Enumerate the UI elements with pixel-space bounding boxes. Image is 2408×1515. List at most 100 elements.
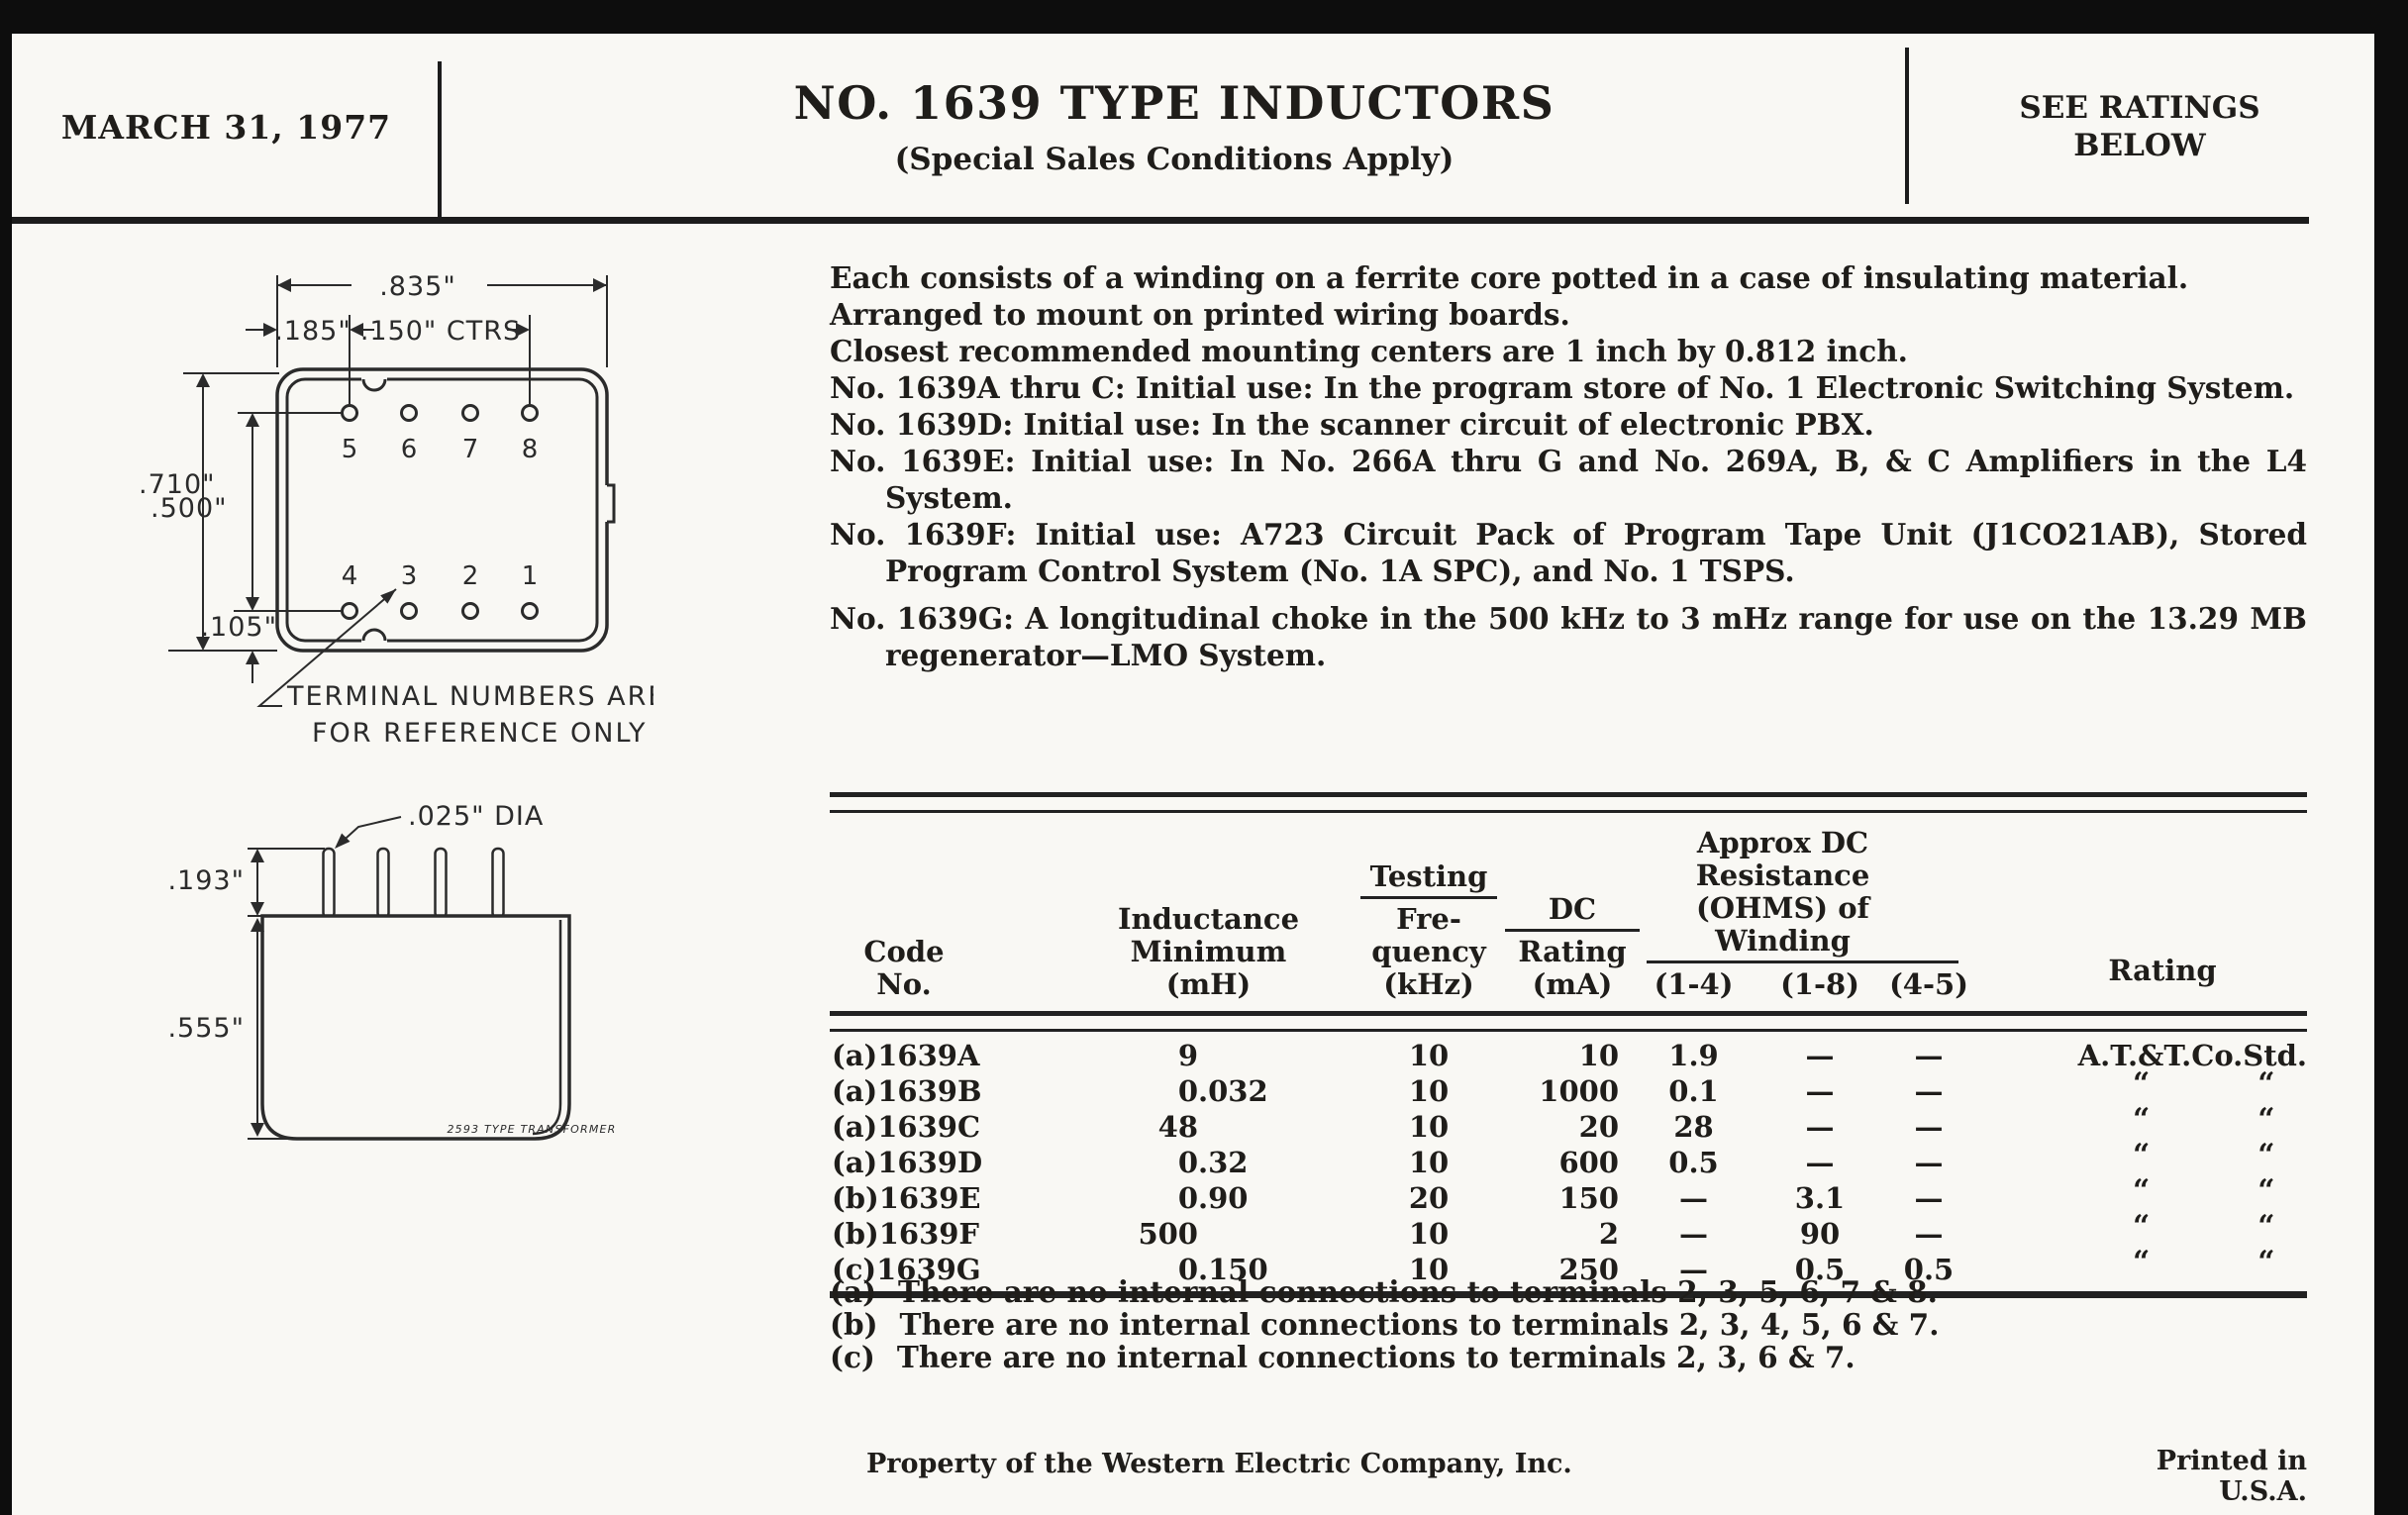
int-part: 0	[1177, 1146, 1198, 1179]
bottom-notch	[361, 628, 387, 642]
int-part: 9	[1177, 1039, 1198, 1072]
table-header-rule	[830, 1011, 2307, 1032]
top-view-dimension-drawing: .835" .185" .150" CTRS .710" .500"	[139, 271, 653, 749]
terminal-label: 3	[401, 561, 418, 591]
terminal-label: 4	[342, 561, 358, 591]
notch-mask-top	[361, 376, 387, 382]
resistance-1-4-cell: —	[1679, 1217, 1708, 1251]
note-leader-arrow	[380, 589, 396, 604]
resistance-4-5-cell: —	[1914, 1074, 1944, 1108]
dc-rating-cell: 1000	[1539, 1074, 1619, 1108]
rating-cell: ““	[1978, 1209, 2307, 1252]
frequency-cell: 10	[1408, 1253, 1450, 1286]
ditto-mark: “	[2258, 1066, 2275, 1101]
arrow-555-top	[251, 918, 264, 932]
inductance-cell: 0.032	[978, 1073, 1290, 1109]
footnotes: (a) There are no internal connections to…	[830, 1275, 2307, 1373]
col-header-rating: Rating	[2108, 954, 2217, 987]
dim-label-193: .193"	[167, 865, 245, 896]
terminal-label: 6	[401, 435, 418, 464]
dim-lines-710	[168, 372, 279, 652]
frequency-cell: 10	[1408, 1110, 1450, 1144]
resistance-4-5-cell: —	[1914, 1146, 1944, 1179]
frac-part: .150	[1198, 1253, 1268, 1286]
frequency-cell: 10	[1408, 1074, 1450, 1108]
printed-in-usa: Printed in U.S.A.	[2156, 1446, 2307, 1507]
inductance-cell: 9	[978, 1038, 1290, 1073]
dc-rating-cell: 20	[1578, 1110, 1619, 1144]
code-cell: (a)1639D	[832, 1146, 983, 1179]
pin-dia-arrow	[335, 833, 351, 849]
header-rule	[12, 217, 2309, 224]
int-part: 500	[1138, 1217, 1198, 1251]
table-row: (c)1639G 0.150 10 250 — 0.5 0.5 ““	[830, 1245, 2307, 1287]
resistance-1-4-cell: 28	[1673, 1110, 1714, 1144]
resistance-4-5-cell: —	[1914, 1039, 1944, 1072]
code-cell: (a)1639A	[832, 1039, 980, 1072]
col-header-resistance-group: Approx DC Resistance (OHMS) of Winding (…	[1627, 827, 1978, 1001]
resistance-4-5-cell: —	[1914, 1181, 1944, 1215]
ditto-mark: “	[2133, 1066, 2151, 1101]
rating-cell: ““	[1978, 1066, 2307, 1109]
dc-rating-cell: 150	[1558, 1181, 1619, 1215]
col-header-winding-1-8: (1-8)	[1780, 967, 1859, 1001]
description-paragraph: No. 1639G: A longitudinal choke in the 5…	[830, 601, 2307, 672]
arrow-500-top	[246, 413, 259, 427]
description-paragraph: No. 1639D: Initial use: In the scanner c…	[830, 407, 1874, 442]
frac-part	[1198, 1038, 1290, 1073]
resistance-1-4-cell: —	[1679, 1253, 1708, 1286]
code-cell: (a)1639B	[832, 1074, 982, 1108]
header-divider-right	[1905, 48, 1909, 204]
dim-label-150-ctrs: .150" CTRS	[360, 316, 521, 347]
description-paragraph: No. 1639A thru C: Initial use: In the pr…	[830, 370, 2295, 405]
body-caption: 2593 TYPE TRANSFORMER	[447, 1123, 616, 1136]
notch-mask-bottom	[361, 638, 387, 644]
dc-group-label: DC	[1504, 893, 1641, 932]
page-subtitle: (Special Sales Conditions Apply)	[894, 142, 1455, 177]
inductance-cell: 48	[978, 1109, 1290, 1145]
table-body: (a)1639A 9 10 10 1.9 — — A.T.&T.Co.Std. …	[830, 1032, 2307, 1291]
resistance-1-8-cell: 3.1	[1794, 1181, 1846, 1215]
terminal-label: 2	[462, 561, 479, 591]
resistance-1-4-cell: —	[1679, 1181, 1708, 1215]
description-block: Each consists of a winding on a ferrite …	[830, 259, 2307, 673]
ditto-mark: “	[2258, 1138, 2275, 1172]
dim-label-710: .710"	[139, 469, 216, 500]
dim-lines-555	[248, 932, 332, 1140]
dim-lines-835	[276, 275, 608, 367]
testing-sub-label: Fre- quency (kHz)	[1371, 902, 1486, 1001]
int-part: 0	[1177, 1181, 1198, 1215]
terminal-label: 1	[522, 561, 539, 591]
terminal-label: 5	[342, 435, 358, 464]
case-outline	[275, 367, 609, 653]
table-row: (a)1639A 9 10 10 1.9 — — A.T.&T.Co.Std.	[830, 1038, 2307, 1073]
arrow-835-right	[593, 278, 607, 292]
resistance-1-4-cell: 0.1	[1668, 1074, 1719, 1108]
table-row: (a)1639C 48 10 20 28 — — ““	[830, 1102, 2307, 1145]
dim-label-185: .185"	[274, 316, 351, 347]
terminal-label: 8	[522, 435, 539, 464]
terminal-note-line1: TERMINAL NUMBERS ARE	[286, 681, 653, 712]
arrow-835-left	[277, 278, 291, 292]
dc-sub-label: Rating (mA)	[1518, 935, 1627, 1001]
footnote: (a) There are no internal connections to…	[830, 1275, 2307, 1308]
col-header-testing: Testing Fre- quency (kHz)	[1315, 860, 1543, 1001]
pin-dia-label: .025" DIA	[408, 801, 544, 832]
arrow-710-top	[196, 373, 210, 387]
table-bottom-rule	[830, 1291, 2307, 1298]
dc-rating-cell: 250	[1558, 1253, 1619, 1286]
rating-cell: ““	[1978, 1138, 2307, 1180]
dc-rating-cell: 2	[1598, 1217, 1619, 1251]
document-date: MARCH 31, 1977	[60, 107, 392, 147]
inductance-cell: 0.90	[978, 1180, 1290, 1216]
table-header: Code No. Inductance Minimum (mH) Testing…	[830, 813, 2307, 1011]
header-center: NO. 1639 TYPE INDUCTORS (Special Sales C…	[441, 36, 1908, 218]
body-double-edge	[532, 920, 562, 1136]
resistance-1-8-cell: —	[1805, 1146, 1835, 1179]
ditto-mark: “	[2133, 1245, 2151, 1279]
col-header-dc: DC Rating (mA)	[1504, 893, 1641, 1001]
rating-cell: ““	[1978, 1173, 2307, 1216]
resistance-4-5-cell: —	[1914, 1217, 1944, 1251]
footnote-label: (b)	[830, 1307, 878, 1342]
notch-mask-right	[604, 485, 612, 522]
